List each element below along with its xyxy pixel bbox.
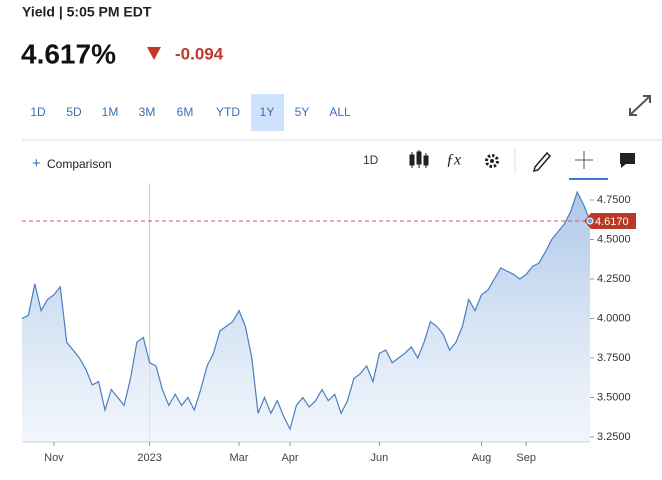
- range-button[interactable]: ALL: [329, 105, 351, 119]
- title: Yield | 5:05 PM EDT: [22, 4, 152, 20]
- range-button[interactable]: 3M: [139, 105, 156, 119]
- draw-icon[interactable]: [532, 151, 552, 173]
- x-tick-label: Sep: [516, 452, 536, 464]
- range-button[interactable]: 5Y: [295, 105, 310, 119]
- expand-icon[interactable]: [629, 95, 651, 116]
- x-tick-label: Mar: [230, 452, 249, 464]
- range-button[interactable]: 1D: [30, 105, 46, 119]
- last-price-tag: [584, 213, 636, 230]
- settings-icon[interactable]: [485, 154, 499, 168]
- x-tick-label: Nov: [44, 452, 64, 464]
- x-tick-label: 2023: [137, 452, 161, 464]
- area: [22, 192, 590, 442]
- crosshair-icon[interactable]: [575, 151, 593, 169]
- y-tick-label: 3.5000: [597, 391, 631, 403]
- range-selected: [251, 94, 284, 131]
- range-button[interactable]: YTD: [216, 105, 240, 119]
- comment-icon[interactable]: [620, 153, 635, 168]
- x-tick-label: Jun: [371, 452, 389, 464]
- range-button[interactable]: 1M: [102, 105, 119, 119]
- price: 4.617%: [21, 38, 116, 69]
- y-tick-label: 4.7500: [597, 194, 631, 206]
- last-price-label: 4.6170: [595, 216, 629, 228]
- change: -0.094: [175, 44, 224, 63]
- candle-icon[interactable]: [409, 150, 429, 168]
- plus-icon[interactable]: +: [32, 155, 41, 172]
- y-tick-label: 3.7500: [597, 352, 631, 364]
- down-arrow: [147, 47, 161, 60]
- range-bar: 1D 5D 1M 3M 6M YTD 1Y 5Y ALL: [30, 94, 351, 131]
- range-button[interactable]: 5D: [66, 105, 82, 119]
- last-point: [586, 217, 594, 225]
- comparison-button[interactable]: Comparison: [47, 157, 112, 171]
- interval-button[interactable]: 1D: [363, 153, 379, 167]
- line: [21, 190, 591, 431]
- fx-icon[interactable]: ƒx: [446, 152, 461, 169]
- range-button[interactable]: 1Y: [260, 105, 275, 119]
- range-button[interactable]: 6M: [177, 105, 194, 119]
- plot: 3.2500 3.5000 3.7500 4.0000 4.2500 4.5000 4.75…: [21, 183, 636, 464]
- y-tick-label: 4.0000: [597, 312, 631, 324]
- y-tick-label: 3.2500: [597, 431, 631, 443]
- x-tick-label: Aug: [472, 452, 492, 464]
- x-tick-label: Apr: [281, 452, 298, 464]
- y-tick-label: 4.2500: [597, 273, 631, 285]
- y-tick-label: 4.5000: [597, 233, 631, 245]
